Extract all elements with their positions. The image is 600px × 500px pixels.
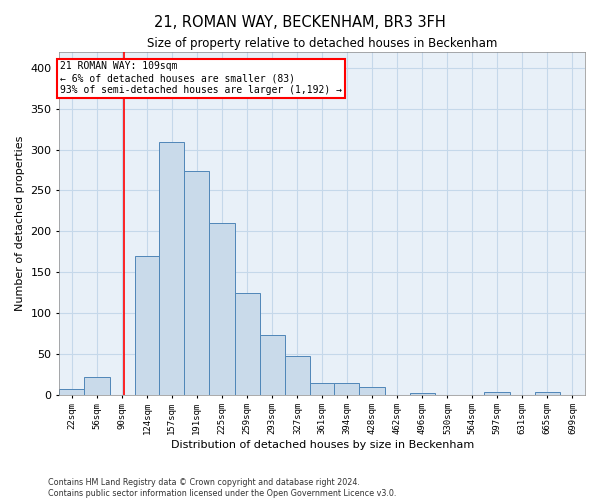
Bar	[484, 392, 509, 394]
Bar	[209, 223, 235, 394]
Bar	[359, 387, 385, 394]
Bar	[334, 383, 359, 394]
Text: 21, ROMAN WAY, BECKENHAM, BR3 3FH: 21, ROMAN WAY, BECKENHAM, BR3 3FH	[154, 15, 446, 30]
Text: Contains HM Land Registry data © Crown copyright and database right 2024.
Contai: Contains HM Land Registry data © Crown c…	[48, 478, 397, 498]
Bar	[410, 393, 435, 394]
Bar	[310, 383, 334, 394]
X-axis label: Distribution of detached houses by size in Beckenham: Distribution of detached houses by size …	[170, 440, 474, 450]
Y-axis label: Number of detached properties: Number of detached properties	[15, 136, 25, 311]
Bar	[85, 378, 110, 394]
Title: Size of property relative to detached houses in Beckenham: Size of property relative to detached ho…	[147, 38, 497, 51]
Bar	[135, 256, 159, 394]
Bar	[260, 335, 285, 394]
Bar	[184, 171, 209, 394]
Bar	[235, 292, 260, 394]
Bar	[159, 142, 184, 394]
Bar	[535, 392, 560, 394]
Text: 21 ROMAN WAY: 109sqm
← 6% of detached houses are smaller (83)
93% of semi-detach: 21 ROMAN WAY: 109sqm ← 6% of detached ho…	[60, 62, 342, 94]
Bar	[59, 389, 85, 394]
Bar	[285, 356, 310, 395]
